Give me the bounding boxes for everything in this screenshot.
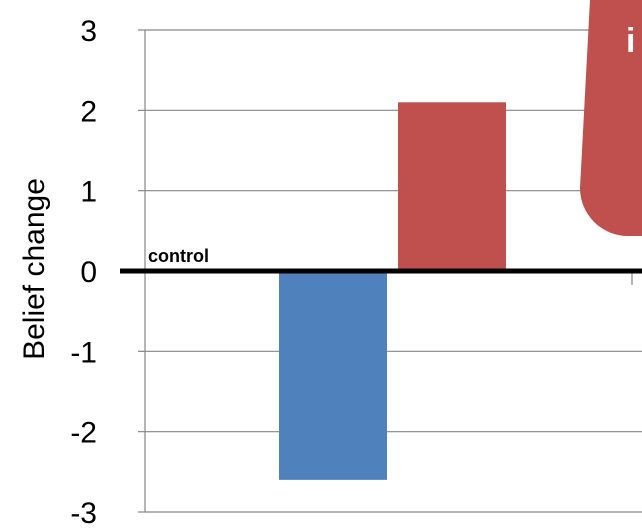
bar-2 (398, 102, 506, 271)
y-axis-title: Belief change (18, 178, 51, 360)
y-tick-label: -1 (70, 336, 97, 369)
y-tick-label: -3 (70, 497, 97, 528)
y-tick-label: 1 (80, 176, 97, 209)
callout-shape (580, 0, 642, 236)
y-tick-label: -2 (70, 417, 97, 450)
gridlines (138, 29, 642, 513)
callout-text: i (626, 22, 635, 60)
y-tick-label: 2 (80, 95, 97, 128)
callout-bubble: i (580, 0, 642, 236)
bar-1 (279, 271, 387, 480)
y-tick-label: 3 (80, 15, 97, 48)
bars (279, 102, 506, 480)
baseline-label-control: control (148, 246, 209, 266)
y-tick-labels: -3 -2 -1 0 1 2 3 (70, 15, 97, 528)
y-tick-label: 0 (80, 256, 97, 289)
